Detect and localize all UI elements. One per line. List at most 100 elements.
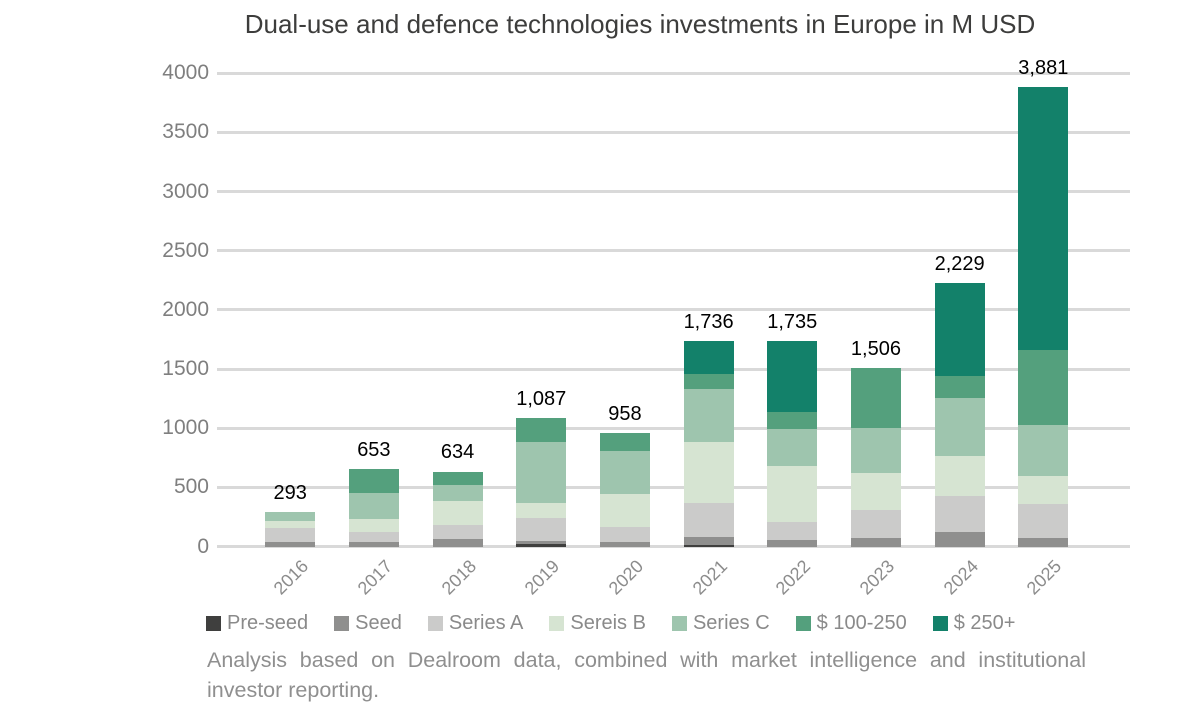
bar-segment-2022-series-c (767, 429, 818, 467)
bar-2024 (934, 282, 985, 547)
bar-2019 (516, 417, 567, 547)
legend-item-pre-seed: Pre-seed (206, 612, 308, 635)
bar-segment-2022--100-250 (767, 412, 818, 430)
legend-swatch (206, 616, 221, 631)
gridline-y-1500 (217, 367, 1130, 371)
y-axis-tick-label: 3500 (162, 120, 209, 144)
bar-segment-2022--250+ (767, 341, 818, 413)
bar-segment-2022-seed (767, 540, 818, 547)
legend-item-sereis-b: Sereis B (549, 612, 646, 635)
x-axis-tick-label-2023: 2023 (855, 556, 899, 599)
y-axis-tick-label: 1500 (162, 357, 209, 381)
bar-total-label-2019: 1,087 (516, 387, 567, 410)
bar-segment-2018-series-c (432, 484, 483, 501)
bar-segment-2020--100-250 (599, 433, 650, 451)
bar-2022 (767, 341, 818, 547)
gridline-y-3500 (217, 130, 1130, 134)
bar-2017 (348, 469, 399, 547)
legend: Pre-seed Seed Series A Sereis B Series C $ 10… (206, 612, 1015, 635)
bar-segment-2016-seed (265, 541, 316, 547)
bar-segment-2017-series-a (348, 532, 399, 542)
bar-segment-2023-sereis-b (850, 472, 901, 511)
bar-total-label-2023: 1,506 (850, 338, 901, 361)
bar-segment-2017-sereis-b (348, 519, 399, 533)
legend-swatch (427, 616, 443, 631)
legend-label: Series A (448, 612, 524, 634)
legend-item--100-250: $ 100-250 (795, 612, 907, 635)
x-axis-tick-label-2017: 2017 (353, 556, 397, 599)
legend-item-series-c: Series C (671, 612, 770, 635)
bar-2016 (265, 511, 316, 547)
bar-segment-2025-seed (1018, 537, 1069, 547)
bar-segment-2024-series-a (934, 496, 985, 533)
bar-segment-2025--100-250 (1018, 350, 1069, 425)
bar-segment-2023--100-250 (850, 368, 901, 428)
bar-total-label-2018: 634 (440, 441, 475, 464)
bar-segment-2017--100-250 (348, 469, 399, 493)
x-axis-tick-label-2020: 2020 (604, 556, 648, 599)
bar-segment-2016-series-a (265, 527, 316, 542)
bar-segment-2020-seed (599, 542, 650, 547)
legend-swatch (932, 616, 948, 631)
bar-segment-2022-series-a (767, 522, 818, 541)
bar-segment-2024-sereis-b (934, 455, 985, 497)
legend-swatch (334, 616, 350, 631)
bar-total-label-2017: 653 (357, 439, 391, 462)
bar-segment-2019-pre-seed (516, 544, 567, 547)
legend-label: $ 250+ (953, 612, 1016, 634)
chart-footnote: Analysis based on Dealroom data, combine… (207, 648, 1086, 702)
chart-title: Dual-use and defence technologies invest… (244, 9, 1036, 39)
legend-label: Series C (692, 612, 770, 634)
bar-segment-2023-seed (850, 537, 901, 547)
bar-segment-2020-sereis-b (599, 494, 650, 527)
bar-segment-2024--250+ (934, 282, 985, 377)
legend-item--250+: $ 250+ (932, 612, 1016, 635)
legend-label: Seed (355, 612, 402, 634)
bar-segment-2025--250+ (1018, 87, 1069, 351)
legend-swatch (671, 616, 687, 631)
bar-segment-2019-sereis-b (516, 503, 567, 519)
y-axis-tick-label: 2500 (162, 238, 209, 262)
bar-segment-2021-sereis-b (683, 441, 734, 503)
bar-segment-2025-series-a (1018, 504, 1069, 538)
gridline-y-2000 (217, 308, 1130, 312)
y-axis-tick-label: 500 (173, 475, 209, 499)
bar-segment-2023-series-c (850, 427, 901, 473)
bar-segment-2019-series-c (516, 442, 567, 504)
bar-segment-2019-seed (516, 540, 567, 545)
y-axis-tick-label: 3000 (162, 179, 209, 203)
gridline-y-3000 (217, 190, 1130, 194)
legend-swatch (795, 616, 811, 631)
bar-segment-2021--250+ (683, 341, 734, 374)
x-axis-tick-label-2019: 2019 (520, 556, 564, 599)
bar-segment-2024-seed (934, 532, 985, 547)
bar-2021 (683, 341, 734, 547)
bar-segment-2019--100-250 (516, 417, 567, 443)
bar-segment-2017-seed (348, 541, 399, 547)
y-axis-tick-label: 1000 (162, 416, 209, 440)
bar-segment-2017-series-c (348, 492, 399, 520)
bar-segment-2021-seed (683, 536, 734, 545)
y-axis-tick-label: 2000 (162, 297, 209, 321)
bar-total-label-2022: 1,735 (767, 311, 818, 334)
bar-2025 (1018, 87, 1069, 547)
legend-label: $ 100-250 (816, 612, 907, 634)
legend-item-series-a: Series A (427, 612, 524, 635)
y-axis-tick-label: 0 (197, 534, 209, 558)
gridline-y-2500 (217, 249, 1130, 253)
gridline-y-0 (217, 545, 1130, 548)
bar-segment-2021-series-a (683, 502, 734, 537)
bar-total-label-2020: 958 (608, 403, 642, 426)
bar-segment-2025-series-c (1018, 424, 1069, 477)
bar-segment-2024-series-c (934, 397, 985, 456)
gridline-y-1000 (217, 426, 1130, 430)
bar-total-label-2016: 293 (273, 481, 307, 504)
bar-segment-2016-series-c (265, 511, 316, 521)
bar-segment-2019-series-a (516, 518, 567, 541)
bar-total-label-2024: 2,229 (934, 252, 985, 275)
bar-total-label-2021: 1,736 (683, 311, 734, 334)
legend-label: Pre-seed (227, 612, 309, 634)
bar-segment-2020-series-a (599, 527, 650, 543)
gridline-y-4000 (217, 71, 1130, 75)
